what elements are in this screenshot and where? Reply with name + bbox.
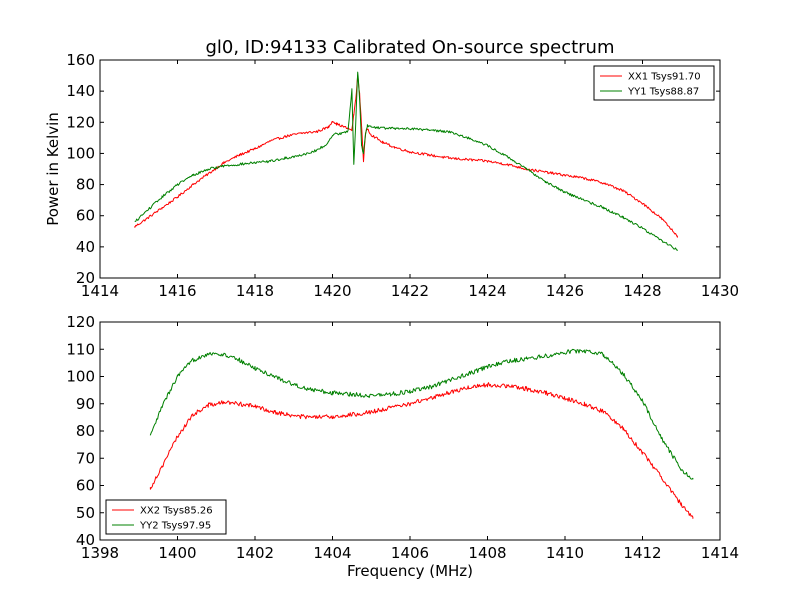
y-tick-label: 40 [76, 531, 95, 549]
x-tick-label: 1406 [391, 544, 429, 562]
y-tick-label: 60 [76, 207, 95, 225]
series-line-yy [134, 71, 678, 251]
x-tick-label: 1416 [158, 282, 196, 300]
legend: XX2 Tsys85.26 YY2 Tsys97.95 [105, 499, 227, 535]
series-line-xx [134, 74, 678, 238]
legend-label: YY2 Tsys97.95 [139, 521, 211, 532]
y-tick-label: 100 [66, 368, 95, 386]
top-panel: 1414 1416 1418 1420 1422 1424 1426 1428 1430 20 40… [66, 51, 739, 300]
chart-title: gl0, ID:94133 Calibrated On-source spect… [205, 37, 614, 58]
x-tick-label: 1410 [546, 544, 584, 562]
x-tick-label: 1430 [701, 282, 739, 300]
x-tick-label: 1420 [313, 282, 351, 300]
y-tick-label: 110 [66, 340, 95, 358]
y-tick-label: 120 [66, 113, 95, 131]
x-tick-label: 1408 [468, 544, 506, 562]
legend-box [105, 499, 227, 535]
legend: XX1 Tsys91.70 YY1 Tsys88.87 [593, 65, 715, 101]
x-tick-label: 1402 [236, 544, 274, 562]
legend-box [593, 65, 715, 101]
x-tick-label: 1426 [546, 282, 584, 300]
x-tick-label: 1428 [623, 282, 661, 300]
y-tick-label: 20 [76, 269, 95, 287]
series-line-yy [149, 348, 694, 480]
y-tick-label: 120 [66, 313, 95, 331]
y-tick-label: 140 [66, 82, 95, 100]
y-tick-label: 80 [76, 422, 95, 440]
series-line-xx [149, 382, 694, 519]
y-tick-label: 70 [76, 449, 95, 467]
legend-label: XX1 Tsys91.70 [628, 72, 701, 83]
y-tick-label: 90 [76, 395, 95, 413]
y-tick-label: 40 [76, 238, 95, 256]
y-axis-label: Power in Kelvin [44, 112, 62, 226]
x-tick-label: 1400 [158, 544, 196, 562]
y-tick-label: 100 [66, 144, 95, 162]
x-tick-label: 1414 [81, 282, 119, 300]
y-tick-label: 160 [66, 51, 95, 69]
x-tick-label: 1424 [468, 282, 506, 300]
y-tick-label: 80 [76, 176, 95, 194]
y-tick-label: 60 [76, 477, 95, 495]
legend-label: YY1 Tsys88.87 [627, 87, 699, 98]
bottom-panel: 1398 1400 1402 1404 1406 1408 1410 1412 1414 40 50… [66, 313, 739, 562]
x-tick-label: 1412 [623, 544, 661, 562]
x-tick-label: 1414 [701, 544, 739, 562]
y-tick-label: 50 [76, 504, 95, 522]
x-tick-label: 1398 [81, 544, 119, 562]
x-tick-label: 1422 [391, 282, 429, 300]
x-tick-label: 1418 [236, 282, 274, 300]
x-tick-label: 1404 [313, 544, 351, 562]
legend-label: XX2 Tsys85.26 [140, 506, 213, 517]
x-axis-label: Frequency (MHz) [347, 562, 473, 580]
